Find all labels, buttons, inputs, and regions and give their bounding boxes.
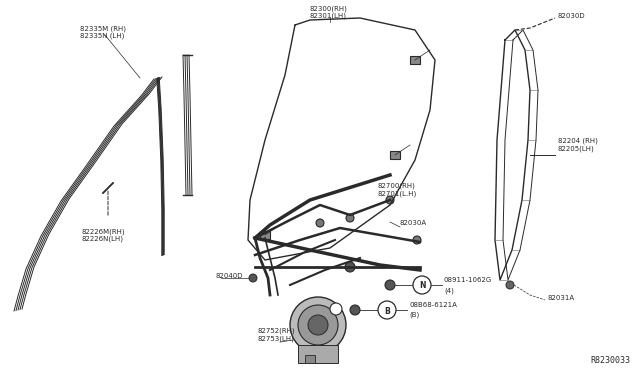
Circle shape <box>413 236 421 244</box>
Text: 82030D: 82030D <box>558 13 586 19</box>
Circle shape <box>308 315 328 335</box>
Text: N: N <box>419 282 425 291</box>
Bar <box>298 345 338 363</box>
Text: 82031A: 82031A <box>548 295 575 301</box>
Text: 08B68-6121A: 08B68-6121A <box>409 302 457 308</box>
Circle shape <box>345 262 355 272</box>
Text: 82204 (RH)
82205(LH): 82204 (RH) 82205(LH) <box>558 138 598 151</box>
Circle shape <box>385 280 395 290</box>
Circle shape <box>378 301 396 319</box>
Text: 08911-1062G: 08911-1062G <box>444 277 492 283</box>
Circle shape <box>290 297 346 353</box>
Text: 82040D: 82040D <box>215 273 243 279</box>
Bar <box>260 231 270 239</box>
Bar <box>390 151 400 159</box>
Circle shape <box>249 274 257 282</box>
Circle shape <box>316 219 324 227</box>
Circle shape <box>346 214 354 222</box>
Bar <box>410 56 420 64</box>
Text: 82700(RH)
82701(L.H): 82700(RH) 82701(L.H) <box>378 183 417 196</box>
Circle shape <box>298 305 338 345</box>
Circle shape <box>330 303 342 315</box>
Circle shape <box>350 305 360 315</box>
Circle shape <box>386 196 394 204</box>
Text: (B): (B) <box>409 312 419 318</box>
Text: 82030A: 82030A <box>400 220 427 226</box>
Text: 82226M(RH)
82226N(LH): 82226M(RH) 82226N(LH) <box>82 228 125 242</box>
Circle shape <box>413 276 431 294</box>
Text: B: B <box>384 307 390 315</box>
Text: (4): (4) <box>444 287 454 294</box>
Text: 82335M (RH)
82335N (LH): 82335M (RH) 82335N (LH) <box>80 25 126 39</box>
Text: 82300(RH)
82301(LH): 82300(RH) 82301(LH) <box>310 5 348 19</box>
Text: 82752(RH)
82753(LH): 82752(RH) 82753(LH) <box>258 327 296 341</box>
Bar <box>305 355 315 363</box>
Text: R8230033: R8230033 <box>590 356 630 365</box>
Circle shape <box>506 281 514 289</box>
